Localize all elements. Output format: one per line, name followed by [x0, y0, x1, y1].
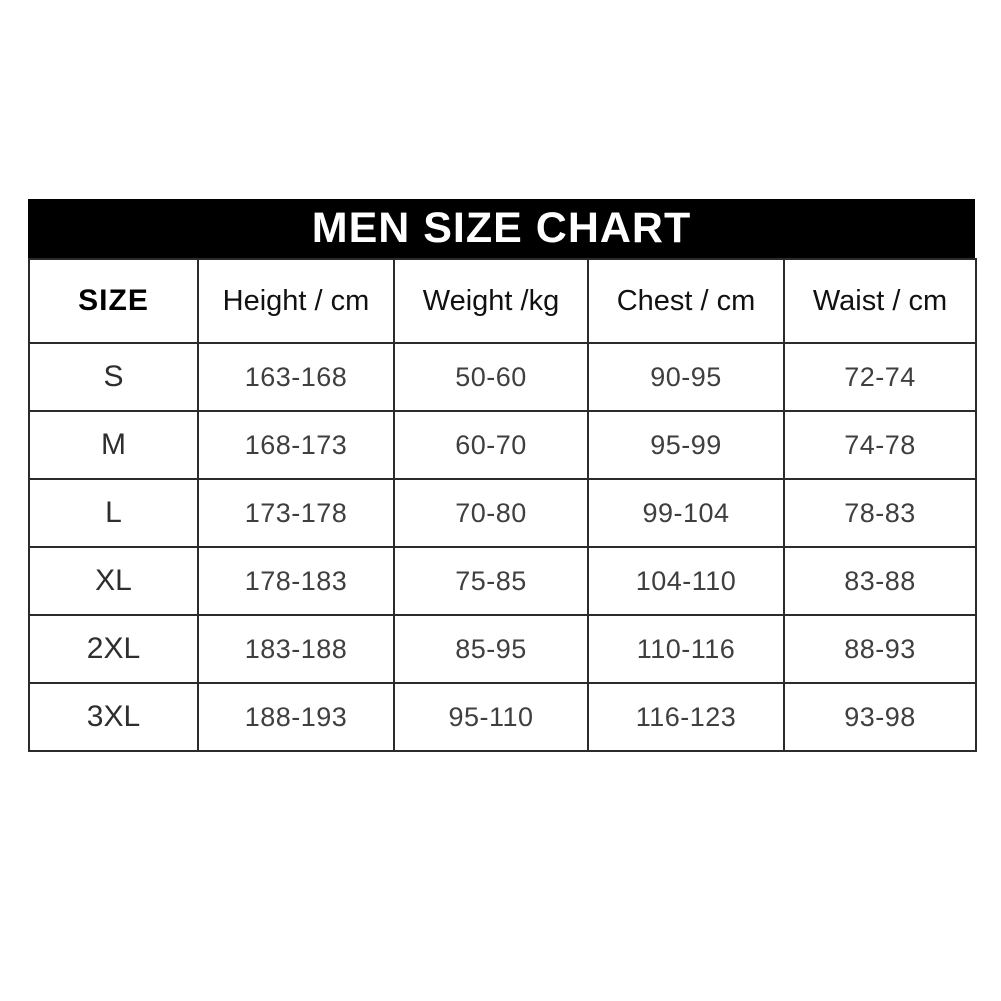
value-cell: 60-70 [393, 410, 589, 480]
value-cell: 163-168 [197, 342, 395, 412]
size-cell: S [28, 342, 199, 412]
value-cell: 74-78 [783, 410, 977, 480]
size-chart: MEN SIZE CHART SIZE Height / cm Weight /… [28, 199, 977, 752]
size-cell: 2XL [28, 614, 199, 684]
table-row-xl: XL 178-183 75-85 104-110 83-88 [28, 546, 977, 616]
value-cell: 90-95 [587, 342, 785, 412]
chart-title: MEN SIZE CHART [311, 204, 692, 252]
value-cell: 188-193 [197, 682, 395, 752]
column-header-weight: Weight /kg [393, 258, 589, 344]
table-row-m: M 168-173 60-70 95-99 74-78 [28, 410, 977, 480]
value-cell: 50-60 [393, 342, 589, 412]
column-header-size: SIZE [28, 258, 199, 344]
value-cell: 78-83 [783, 478, 977, 548]
column-header-waist: Waist / cm [783, 258, 977, 344]
table-row-2xl: 2XL 183-188 85-95 110-116 88-93 [28, 614, 977, 684]
value-cell: 83-88 [783, 546, 977, 616]
value-cell: 116-123 [587, 682, 785, 752]
value-cell: 173-178 [197, 478, 395, 548]
size-cell: L [28, 478, 199, 548]
table-row-3xl: 3XL 188-193 95-110 116-123 93-98 [28, 682, 977, 752]
header-row: SIZE Height / cm Weight /kg Chest / cm W… [28, 258, 977, 344]
value-cell: 183-188 [197, 614, 395, 684]
value-cell: 168-173 [197, 410, 395, 480]
chart-title-band: MEN SIZE CHART [28, 199, 975, 258]
value-cell: 99-104 [587, 478, 785, 548]
value-cell: 95-99 [587, 410, 785, 480]
size-table: SIZE Height / cm Weight /kg Chest / cm W… [28, 258, 977, 752]
value-cell: 70-80 [393, 478, 589, 548]
value-cell: 93-98 [783, 682, 977, 752]
value-cell: 95-110 [393, 682, 589, 752]
value-cell: 110-116 [587, 614, 785, 684]
column-header-chest: Chest / cm [587, 258, 785, 344]
value-cell: 72-74 [783, 342, 977, 412]
size-cell: M [28, 410, 199, 480]
value-cell: 85-95 [393, 614, 589, 684]
table-row-s: S 163-168 50-60 90-95 72-74 [28, 342, 977, 412]
column-header-height: Height / cm [197, 258, 395, 344]
value-cell: 75-85 [393, 546, 589, 616]
table-row-l: L 173-178 70-80 99-104 78-83 [28, 478, 977, 548]
size-cell: XL [28, 546, 199, 616]
value-cell: 178-183 [197, 546, 395, 616]
size-cell: 3XL [28, 682, 199, 752]
value-cell: 88-93 [783, 614, 977, 684]
value-cell: 104-110 [587, 546, 785, 616]
